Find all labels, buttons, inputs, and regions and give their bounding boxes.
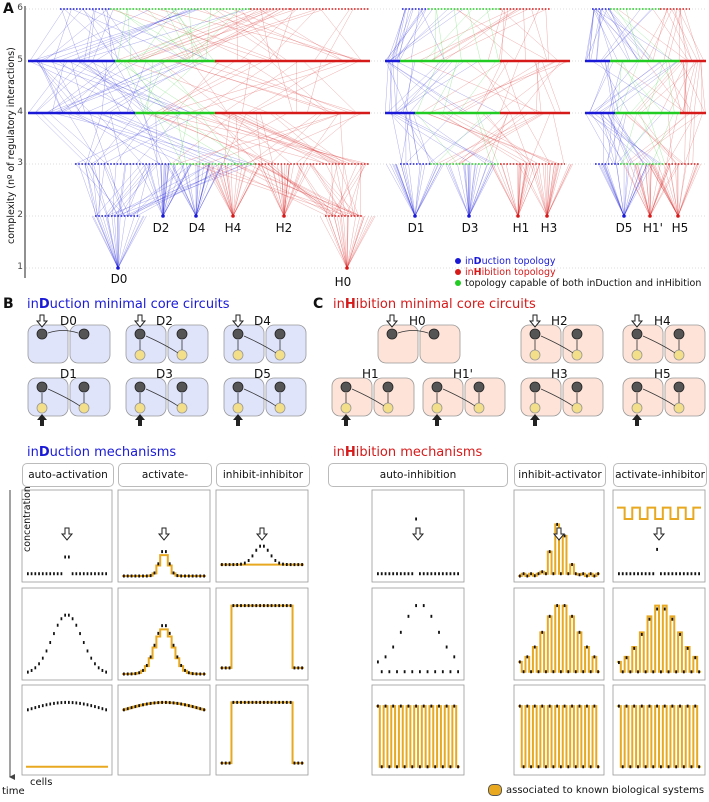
activator-line-5-0 [617, 506, 701, 520]
core-node-12 [676, 214, 680, 218]
induction-mech-title: inDuction mechanisms [27, 445, 177, 460]
tick-1: 1 [17, 262, 23, 272]
profile-box-2-2 [215, 684, 309, 776]
core-node-7 [467, 214, 471, 218]
circuit-label-d1: D1 [60, 367, 77, 381]
mechanism-profiles [9, 489, 706, 780]
tick-5: 5 [17, 55, 23, 65]
circuit-label-h2: H2 [551, 314, 568, 328]
core-label-d0: D0 [110, 272, 128, 286]
panel-b-title: inDuction minimal core circuits [27, 297, 230, 312]
legend-inhibition: inHibition topology [455, 267, 556, 278]
circuit-label-d2: D2 [156, 314, 173, 328]
legend-induction: inDuction topology [455, 256, 556, 267]
header-activate-activator: activate-activator [118, 463, 212, 503]
panel-c-letter: C [313, 296, 324, 312]
circuit-label-h1: H1 [362, 367, 379, 381]
core-node-8 [516, 214, 520, 218]
header-auto-activation: auto-activation [22, 463, 114, 487]
core-label-h4: H4 [224, 221, 242, 235]
core-label-h0: H0 [334, 275, 352, 289]
profile-box-1-2 [117, 684, 211, 776]
legend-dot-green [455, 280, 461, 286]
core-label-d4: D4 [188, 221, 206, 235]
core-node-1 [161, 214, 165, 218]
time-label: time [2, 786, 25, 797]
activator-line-1-0 [122, 554, 206, 577]
activator-line-1-1 [122, 628, 206, 675]
cells-label: cells [30, 777, 53, 788]
core-node-9 [545, 214, 549, 218]
legend-dot-red [455, 269, 461, 275]
core-node-4 [282, 214, 286, 218]
header-auto-inhibition: auto-inhibition [328, 463, 508, 487]
concentration-label: concentration [22, 486, 33, 552]
core-label-d5: D5 [615, 221, 633, 235]
circuit-label-d5: D5 [254, 367, 271, 381]
activator-line-4-0 [518, 523, 600, 577]
core-label-h1p: H1' [643, 221, 663, 235]
core-node-6 [413, 214, 417, 218]
core-node-0 [116, 266, 120, 270]
profile-box-3-1 [371, 587, 465, 681]
core-label-h1: H1 [512, 221, 530, 235]
activator-line-3-2 [376, 705, 460, 768]
panel-a-network-plot [24, 6, 706, 278]
bee-icon [488, 784, 502, 796]
core-node-10 [622, 214, 626, 218]
circuit-label-h3: H3 [551, 367, 568, 381]
core-label-h2: H2 [275, 221, 293, 235]
legend-both: topology capable of both inDuction and i… [455, 278, 701, 289]
panel-b-letter: B [3, 296, 14, 312]
profile-box-2-1 [215, 587, 309, 681]
tick-6: 6 [17, 3, 23, 13]
tick-3: 3 [17, 158, 23, 168]
header-activate-inhibitor: activate-inhibitor [613, 463, 707, 487]
core-label-d3: D3 [461, 221, 479, 235]
tick-2: 2 [17, 210, 23, 220]
panel-a-letter: A [3, 1, 14, 17]
core-label-h5: H5 [671, 221, 689, 235]
core-node-2 [194, 214, 198, 218]
tick-4: 4 [17, 107, 23, 117]
circuit-label-d0: D0 [60, 314, 77, 328]
activator-line-5-1 [617, 604, 701, 673]
circuit-diagrams [27, 314, 706, 426]
inhibition-mech-title: inHibition mechanisms [333, 445, 483, 460]
legend-dot-blue [455, 258, 461, 264]
core-label-h3: H3 [540, 221, 558, 235]
circuit-label-h0: H0 [409, 314, 426, 328]
profile-box-0-1 [21, 587, 113, 681]
activator-line-2-1 [220, 604, 304, 669]
core-node-11 [648, 214, 652, 218]
core-label-d2: D2 [152, 221, 170, 235]
header-inhibit-activator: inhibit-activator [514, 463, 606, 487]
circuit-label-h4: H4 [654, 314, 671, 328]
core-node-3 [231, 214, 235, 218]
circuit-label-d4: D4 [254, 314, 271, 328]
profile-box-0-2 [21, 684, 113, 776]
core-label-d1: D1 [407, 221, 425, 235]
activator-line-5-2 [617, 705, 701, 768]
activator-line-4-2 [518, 705, 600, 768]
circuit-label-h5: H5 [654, 367, 671, 381]
footer-note: associated to known biological systems [488, 784, 704, 796]
header-inhibit-inhibitor: inhibit-inhibitor [216, 463, 310, 487]
circuit-label-d3: D3 [156, 367, 173, 381]
panel-c-title: inHibition minimal core circuits [333, 297, 536, 312]
activator-line-4-1 [518, 604, 600, 673]
activator-line-2-2 [220, 701, 304, 765]
profile-box-1-1 [117, 587, 211, 681]
activator-line-1-2 [122, 701, 206, 711]
circuit-label-h1p: H1' [453, 367, 473, 381]
core-node-5 [345, 266, 349, 270]
